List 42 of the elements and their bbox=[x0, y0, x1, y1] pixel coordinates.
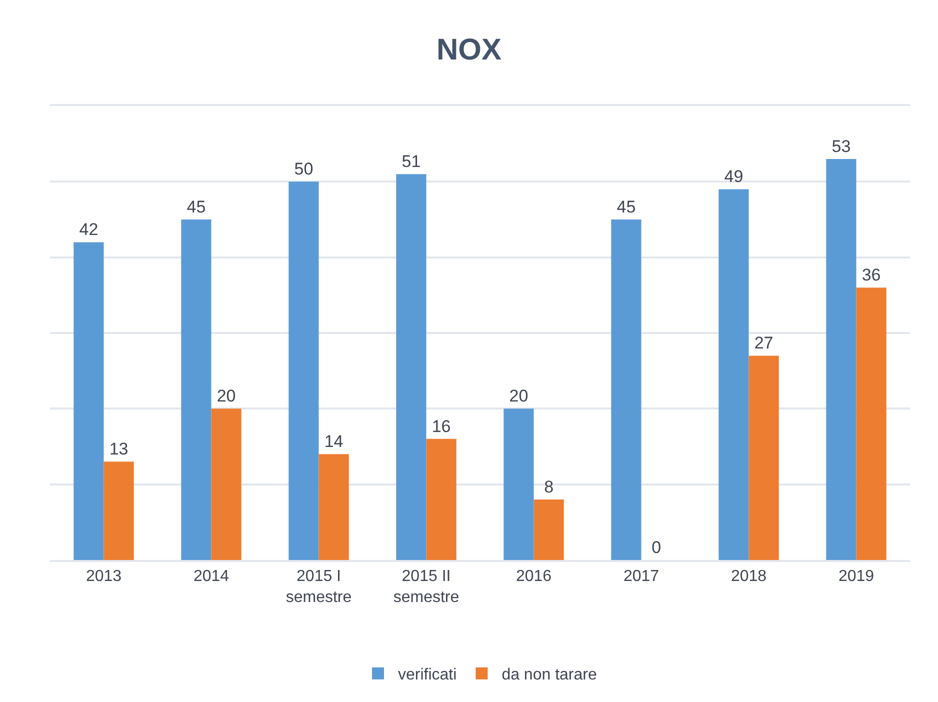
x-tick-label: 2019 bbox=[838, 568, 874, 586]
data-label: 36 bbox=[862, 266, 881, 285]
bar bbox=[181, 220, 212, 560]
data-label: 8 bbox=[544, 477, 554, 496]
legend-label: da non tarare bbox=[502, 666, 597, 684]
x-tick-label: 2015 II semestre bbox=[393, 568, 460, 606]
x-tick-label: 2013 bbox=[86, 568, 122, 586]
data-label: 45 bbox=[186, 198, 206, 216]
data-label: 42 bbox=[79, 220, 98, 240]
bar bbox=[856, 288, 886, 560]
data-label: 14 bbox=[324, 432, 344, 452]
bar bbox=[534, 499, 564, 560]
bar bbox=[718, 189, 749, 560]
data-label: 51 bbox=[402, 152, 421, 172]
data-label: 20 bbox=[509, 386, 528, 406]
x-tick-label: 2015 I semestre bbox=[286, 568, 352, 606]
data-label: 13 bbox=[109, 440, 128, 459]
bar bbox=[211, 408, 242, 560]
data-label: 20 bbox=[216, 386, 236, 406]
data-label: 53 bbox=[832, 136, 851, 156]
bar bbox=[826, 158, 856, 560]
data-label: 0 bbox=[652, 538, 662, 557]
x-tick-label: 2017 bbox=[623, 568, 660, 586]
x-tick-label: 2016 bbox=[516, 568, 552, 586]
chart-title: NOX bbox=[436, 34, 502, 67]
data-label: 45 bbox=[616, 198, 636, 216]
bar bbox=[611, 220, 642, 560]
bar bbox=[426, 438, 456, 560]
x-tick-label: 2018 bbox=[730, 568, 767, 586]
bar bbox=[748, 356, 779, 560]
legend-label: verificati bbox=[398, 666, 457, 684]
data-label: 49 bbox=[724, 167, 744, 186]
data-label: 16 bbox=[432, 416, 451, 436]
bar bbox=[318, 454, 349, 560]
bar bbox=[504, 408, 534, 560]
bar bbox=[396, 174, 426, 560]
bar bbox=[104, 462, 134, 560]
data-label: 27 bbox=[754, 334, 774, 353]
x-tick-label: 2014 bbox=[193, 568, 230, 586]
bar bbox=[74, 242, 104, 560]
data-label: 50 bbox=[294, 160, 314, 179]
bar bbox=[288, 182, 319, 560]
